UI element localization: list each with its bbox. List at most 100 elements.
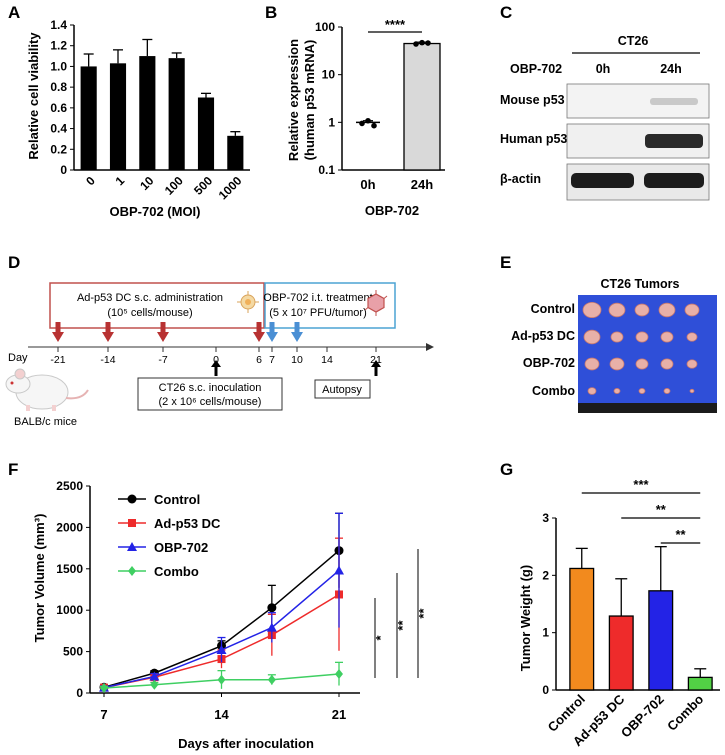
panel-b-x-tick-label: 24h [411,177,433,192]
panel-b-y-label-1: Relative expression [286,39,301,161]
panel-label-c: C [500,3,512,22]
tumor-sample [660,331,674,343]
panel-f-point [150,679,159,690]
panel-g-x-tick-label: Combo [664,691,706,733]
panel-f-legend-label: Combo [154,564,199,579]
western-blot: CT26 OBP-702 0h 24h Mouse p53 Human p53 … [500,34,710,201]
timeline-tick-label: 7 [269,354,275,366]
mouse-label: BALB/c mice [14,416,77,428]
panel-b-point [371,122,377,129]
obp-text-2: (5 x 10⁷ PFU/tumor) [269,307,367,319]
panel-f-point [217,674,226,685]
adp53-text-1: Ad-p53 DC s.c. administration [77,292,223,304]
obp-text-1: OBP-702 i.t. treatment [263,292,372,304]
panel-a-y-tick-label: 0.8 [50,80,67,94]
panel-f-y-tick-label: 1500 [56,562,83,576]
tumor-sample [583,329,601,345]
panel-f-y-tick-label: 1000 [56,603,83,617]
panel-a-x-tick-label: 1 [113,173,128,188]
panel-f-legend-marker [127,494,137,504]
blot-beta-actin-band-0h [571,173,634,188]
western-row-human-p53: Human p53 [500,132,567,146]
panel-a-y-label: Relative cell viability [26,32,41,160]
panel-f-point [149,671,160,681]
panel-g-y-tick-label: 0 [542,683,549,697]
adp53-arrow-head [52,332,64,342]
panel-b-x-label: OBP-702 [365,203,419,218]
panel-f-sig-label: ** [395,620,410,631]
inoculation-arrow-head [211,360,221,367]
timeline-tick-label: -14 [100,354,115,366]
panel-f-x-tick-label: 14 [214,707,229,722]
timeline-tick-label: 10 [291,354,303,366]
panel-f-sig-label: * [373,635,388,641]
tumor-sample [609,357,625,371]
panel-a-y-tick-label: 0.6 [50,101,67,115]
tumor-group-obp702: OBP-702 [523,356,575,370]
panel-g-sig-label: ** [656,502,667,517]
panel-f-legend-marker [128,519,136,527]
panel-a-bar [227,135,244,170]
panel-b-y-tick-label: 0.1 [318,163,335,177]
panel-f-legend-marker [128,566,136,576]
panel-f-legend-label: OBP-702 [154,540,208,555]
timeline-tick-label: 6 [256,354,262,366]
timeline-ticks: -21 -14 -7 0 67 10 14 21 [50,322,382,376]
adp53-box [49,282,265,329]
panel-f-y-tick-label: 500 [63,645,83,659]
inoculation-text-2: (2 x 10⁶ cells/mouse) [159,396,262,408]
panel-a-bar [168,58,185,171]
panel-f-sig-label: ** [416,608,431,619]
panel-a-x-tick-label: 10 [137,173,157,193]
panel-f-y-tick-label: 2000 [56,520,83,534]
panel-a-chart: Relative cell viability OBP-702 (MOI) 0 0… [26,18,250,219]
tumor-sample [584,357,600,371]
panel-a-y-tick-label: 0 [60,163,67,177]
obp-arrow-head [291,332,303,342]
timeline-day-label: Day [8,352,28,364]
timeline-tick-label: -21 [50,354,65,366]
panel-b-point [413,41,419,47]
adp53-arrow-head [102,332,114,342]
tumor-sample [587,387,597,395]
panel-b-sig-label: **** [385,17,406,32]
virus-icon [364,290,388,316]
panel-f-point [267,603,277,613]
panel-f-x-label: Days after inoculation [178,736,314,751]
blot-beta-actin-band-24h [644,173,704,188]
panel-g-x-tick-label: OBP-702 [618,692,667,741]
panel-g-bar [608,615,634,691]
autopsy-text: Autopsy [322,384,362,396]
western-lane-0h: 0h [596,62,611,76]
panel-b-bar [403,42,441,171]
panel-b-point [425,40,431,46]
western-row-header: OBP-702 [510,62,562,76]
panel-b-point [365,117,371,124]
tumor-group-combo: Combo [532,384,575,398]
panel-b-y-tick-label: 1 [328,115,335,129]
tumor-sample [610,331,624,343]
panel-g-bar [648,590,674,691]
autopsy-arrow-head [371,360,381,367]
tumor-sample [582,301,602,319]
timeline-tick-label: 0 [213,354,219,366]
panel-b-x-tick-label: 0h [360,177,375,192]
panel-g-bar [687,676,713,691]
panel-label-b: B [265,3,277,22]
panel-f-y-tick-label: 2500 [56,479,83,493]
tumor-sample [686,359,698,369]
tumor-sample [638,388,646,394]
panel-g-sig-label: ** [675,527,686,542]
panel-f-y-tick-label: 0 [76,686,83,700]
inoculation-box [137,377,283,411]
western-row-mouse-p53: Mouse p53 [500,93,565,107]
western-row-beta-actin: β-actin [500,172,541,186]
timeline-tick-label: 14 [321,354,333,366]
tumor-sample [634,303,650,317]
western-title: CT26 [618,34,649,48]
timeline-tick-label: -7 [158,354,167,366]
panel-label-g: G [500,460,513,479]
panel-f-point [267,674,276,685]
